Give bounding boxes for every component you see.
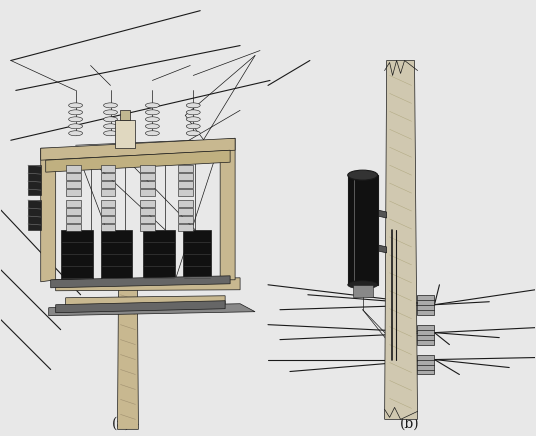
Ellipse shape (187, 131, 200, 136)
Polygon shape (178, 173, 193, 180)
Ellipse shape (348, 170, 378, 180)
Polygon shape (1, 1, 268, 435)
Ellipse shape (69, 131, 83, 136)
Polygon shape (121, 110, 130, 120)
Polygon shape (101, 165, 115, 172)
Polygon shape (416, 295, 435, 315)
Polygon shape (115, 120, 136, 148)
Polygon shape (49, 304, 255, 316)
Ellipse shape (103, 103, 117, 108)
Polygon shape (183, 230, 211, 280)
Polygon shape (28, 165, 41, 195)
Polygon shape (178, 181, 193, 188)
Polygon shape (101, 224, 115, 231)
Polygon shape (101, 216, 115, 223)
Ellipse shape (187, 117, 200, 122)
Polygon shape (101, 208, 115, 215)
Text: (a): (a) (111, 416, 131, 430)
Polygon shape (140, 208, 155, 215)
Polygon shape (65, 216, 80, 223)
Polygon shape (140, 173, 155, 180)
Ellipse shape (145, 131, 159, 136)
Ellipse shape (103, 110, 117, 115)
Polygon shape (41, 148, 56, 282)
Polygon shape (65, 208, 80, 215)
Polygon shape (144, 230, 175, 280)
Polygon shape (178, 189, 193, 196)
Polygon shape (385, 61, 418, 419)
Polygon shape (65, 296, 225, 309)
Ellipse shape (187, 124, 200, 129)
Polygon shape (101, 173, 115, 180)
Polygon shape (140, 200, 155, 207)
Polygon shape (46, 150, 230, 172)
Ellipse shape (69, 117, 83, 122)
Ellipse shape (348, 281, 378, 289)
Polygon shape (28, 200, 41, 230)
Ellipse shape (145, 124, 159, 129)
Ellipse shape (69, 103, 83, 108)
Polygon shape (178, 200, 193, 207)
Polygon shape (101, 181, 115, 188)
Polygon shape (416, 325, 435, 344)
Polygon shape (101, 189, 115, 196)
Ellipse shape (103, 124, 117, 129)
Polygon shape (378, 245, 386, 253)
Ellipse shape (145, 117, 159, 122)
Text: (b): (b) (400, 416, 419, 430)
Polygon shape (51, 276, 230, 288)
Polygon shape (101, 200, 115, 207)
Polygon shape (65, 165, 80, 172)
Polygon shape (178, 216, 193, 223)
Polygon shape (178, 224, 193, 231)
Polygon shape (140, 189, 155, 196)
Polygon shape (178, 208, 193, 215)
Polygon shape (41, 138, 235, 160)
Polygon shape (56, 301, 225, 313)
Polygon shape (65, 189, 80, 196)
Polygon shape (101, 230, 132, 280)
Polygon shape (353, 285, 373, 297)
Polygon shape (65, 181, 80, 188)
Polygon shape (416, 354, 435, 375)
Ellipse shape (145, 110, 159, 115)
Polygon shape (65, 200, 80, 207)
Polygon shape (268, 1, 535, 435)
Polygon shape (378, 210, 386, 218)
Ellipse shape (187, 103, 200, 108)
Ellipse shape (145, 103, 159, 108)
Polygon shape (220, 138, 235, 280)
Ellipse shape (103, 131, 117, 136)
Polygon shape (140, 165, 155, 172)
Polygon shape (65, 224, 80, 231)
Ellipse shape (187, 110, 200, 115)
Polygon shape (348, 175, 378, 285)
Ellipse shape (103, 117, 117, 122)
Polygon shape (61, 230, 93, 280)
Polygon shape (56, 278, 240, 291)
Polygon shape (178, 165, 193, 172)
Polygon shape (140, 224, 155, 231)
Polygon shape (140, 216, 155, 223)
Polygon shape (140, 181, 155, 188)
Polygon shape (117, 285, 138, 429)
Ellipse shape (69, 110, 83, 115)
Ellipse shape (69, 124, 83, 129)
Polygon shape (65, 173, 80, 180)
